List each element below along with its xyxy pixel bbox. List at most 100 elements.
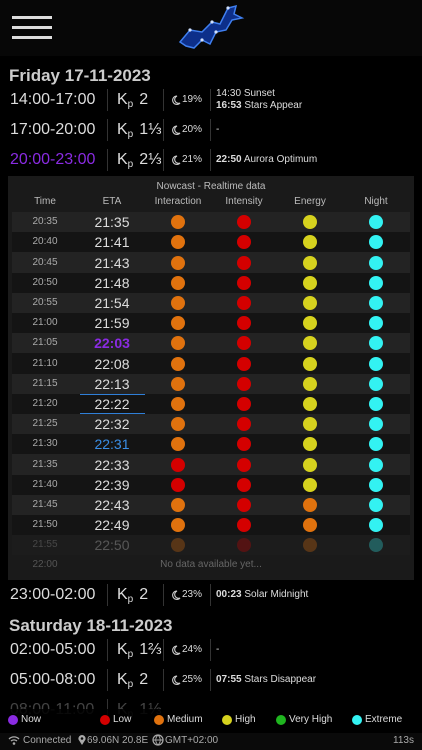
note-text: Stars Appear xyxy=(244,100,303,111)
row-time: 21:40 xyxy=(32,478,58,490)
row-eta: 21:54 xyxy=(94,294,130,311)
nowcast-row xyxy=(12,292,410,313)
row-time: 21:20 xyxy=(32,397,58,409)
level-dot xyxy=(369,316,383,331)
row-time: 21:15 xyxy=(32,377,58,389)
kp-index: Kp 2 xyxy=(117,91,148,110)
level-dot xyxy=(369,396,383,411)
level-dot xyxy=(303,275,317,290)
level-dot xyxy=(237,538,251,553)
nowcast-row xyxy=(12,393,410,414)
status-location: 69.06N 20.8E xyxy=(87,735,149,746)
kp-value: 2⅓ xyxy=(139,151,162,168)
row-time: 21:35 xyxy=(32,458,58,470)
row-eta: 21:41 xyxy=(94,234,130,251)
kp-index: Kp 1⅓ xyxy=(117,121,161,140)
day-heading: Saturday 18-11-2023 xyxy=(9,616,173,635)
column-header: Time xyxy=(34,196,56,207)
moon-illumination: 21% xyxy=(182,154,203,165)
kp-label: K xyxy=(117,586,128,603)
legend-swatch xyxy=(276,715,286,725)
note-text: - xyxy=(216,124,220,135)
column-separator xyxy=(210,149,211,171)
period-note: 07:55 Stars Disappear xyxy=(216,674,316,685)
moon-icon xyxy=(172,125,181,135)
row-eta: 22:31 xyxy=(94,436,130,453)
column-separator xyxy=(107,149,108,171)
note-text: Aurora Optimum xyxy=(243,154,318,165)
level-dot xyxy=(171,538,185,553)
kp-label: K xyxy=(117,91,128,108)
period-time: 20:00-23:00 xyxy=(10,151,96,168)
note-time: 14:30 xyxy=(216,88,242,99)
legend-swatch xyxy=(154,715,164,725)
kp-label: K xyxy=(117,641,128,658)
row-eta: 21:35 xyxy=(94,214,130,231)
moon-illumination: 19% xyxy=(182,94,203,105)
column-separator xyxy=(163,89,164,111)
level-dot xyxy=(303,396,317,411)
level-dot xyxy=(237,396,251,411)
level-dot xyxy=(171,316,185,331)
timezone-icon xyxy=(152,734,164,746)
moon-illumination: 23% xyxy=(182,589,203,600)
level-dot xyxy=(369,538,383,553)
note-text: Stars Disappear xyxy=(244,674,317,685)
note-time: 22:50 xyxy=(216,154,242,165)
level-dot xyxy=(369,376,383,391)
row-time: 20:45 xyxy=(32,256,58,268)
column-separator xyxy=(210,639,211,661)
note-text: - xyxy=(216,644,220,655)
period-time: 05:00-08:00 xyxy=(10,671,96,688)
level-dot xyxy=(369,497,383,512)
kp-subscript: p xyxy=(127,594,134,605)
kp-index: Kp 2 xyxy=(117,671,148,690)
level-dot xyxy=(171,417,185,432)
row-eta: 22:13 xyxy=(94,375,130,392)
logo xyxy=(178,4,245,49)
day-heading: Friday 17-11-2023 xyxy=(9,66,151,85)
kp-index: Kp 1⅔ xyxy=(117,641,161,660)
level-dot xyxy=(171,376,185,391)
legend-label: Very High xyxy=(289,714,333,725)
nowcast-row xyxy=(12,414,410,435)
legend-swatch xyxy=(8,715,18,725)
row-time: 21:55 xyxy=(32,539,58,551)
level-dot xyxy=(237,437,251,452)
legend-swatch xyxy=(100,715,110,725)
row-eta: 22:32 xyxy=(94,416,130,433)
nowcast-row xyxy=(12,353,410,374)
row-eta: 21:59 xyxy=(94,315,130,332)
period-note: 00:23 Solar Midnight xyxy=(216,589,308,600)
column-header: Interaction xyxy=(154,196,202,207)
kp-subscript: p xyxy=(127,679,134,690)
note-time: 07:55 xyxy=(216,674,242,685)
menu-button[interactable] xyxy=(12,16,54,40)
level-dot xyxy=(303,336,317,351)
level-dot xyxy=(171,497,185,512)
kp-value: 1⅓ xyxy=(139,121,162,138)
level-dot xyxy=(237,457,251,472)
level-dot xyxy=(237,376,251,391)
kp-subscript: p xyxy=(127,99,134,110)
level-dot xyxy=(303,235,317,250)
period-note: - xyxy=(216,124,219,135)
level-dot xyxy=(369,255,383,270)
level-dot xyxy=(303,316,317,331)
level-dot xyxy=(171,336,185,351)
column-separator xyxy=(163,119,164,141)
row-time: 21:50 xyxy=(32,519,58,531)
legend-label: Now xyxy=(21,714,42,725)
level-dot xyxy=(237,417,251,432)
nowcast-row xyxy=(12,212,410,233)
nowcast-row xyxy=(12,333,410,354)
level-dot xyxy=(369,518,383,533)
nowcast-row xyxy=(12,474,410,495)
level-dot xyxy=(171,235,185,250)
kp-subscript: p xyxy=(127,159,134,170)
level-dot xyxy=(171,215,185,230)
level-dot xyxy=(303,356,317,371)
moon-illumination: 20% xyxy=(182,124,203,135)
status-timezone: GMT+02:00 xyxy=(165,735,219,746)
